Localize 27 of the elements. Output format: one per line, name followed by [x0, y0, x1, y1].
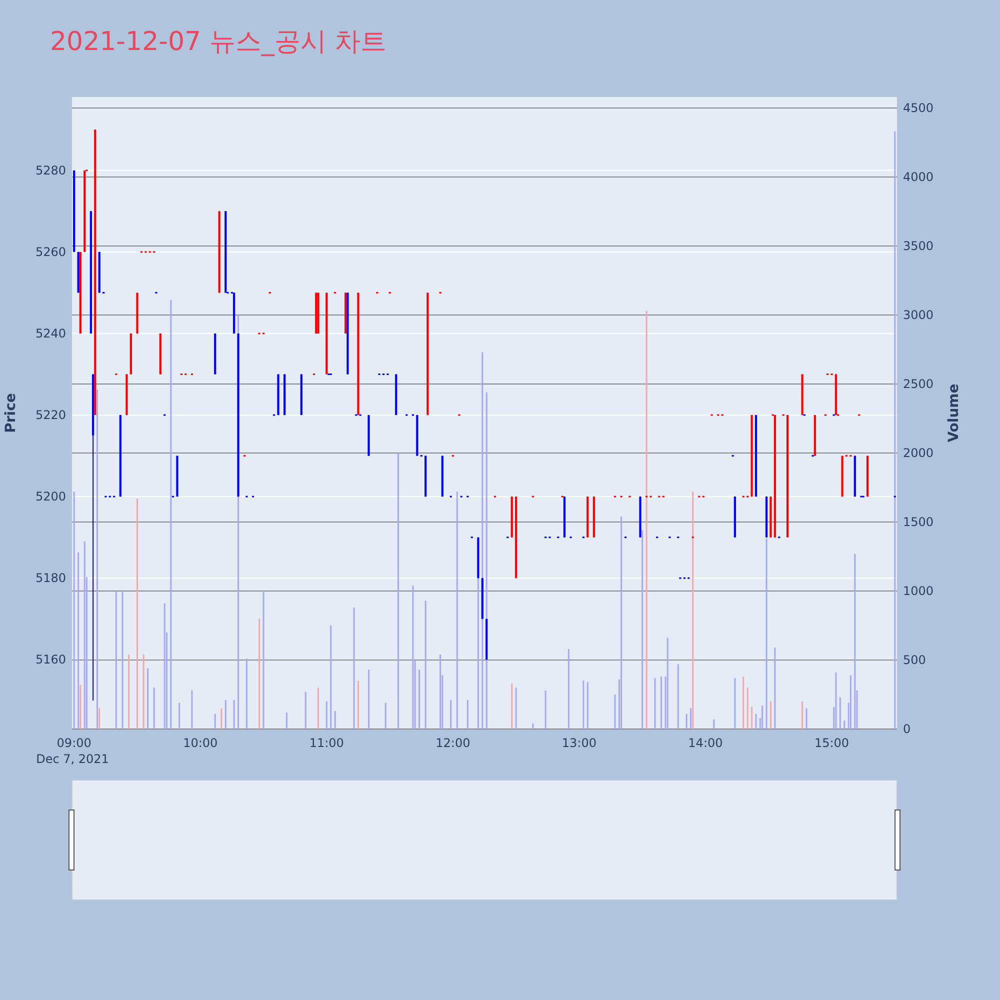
- y2-tick-label: 0: [903, 722, 911, 736]
- x-tick-label: 14:00: [688, 736, 723, 750]
- chart-title: 2021-12-07 뉴스_공시 차트: [50, 27, 387, 57]
- y-tick-label: 5180: [35, 571, 66, 586]
- y2-tick-label: 500: [903, 653, 926, 668]
- y-axis-title: Price: [3, 393, 19, 433]
- x-tick-label: 09:00 Dec 7, 2021: [36, 736, 109, 766]
- y2-tick-label: 4000: [903, 170, 934, 184]
- y2-tick-label: 3500: [903, 239, 934, 254]
- y-tick-label: 5240: [35, 326, 66, 340]
- y2-tick-label: 3000: [903, 308, 934, 322]
- y2-tick-label: 1500: [903, 515, 934, 530]
- x-tick-label: 11:00: [309, 736, 344, 750]
- y2-tick-label: 2500: [903, 377, 934, 392]
- y-tick-label: 5260: [35, 244, 66, 259]
- y-tick-label: 5160: [35, 652, 66, 667]
- y-tick-label: 5280: [35, 163, 66, 178]
- y-tick-label: 5200: [35, 490, 66, 504]
- y2-tick-label: 1000: [903, 584, 934, 598]
- y-tick-label: 5220: [35, 408, 66, 422]
- y2-axis-title: Volume: [946, 384, 962, 442]
- x-tick-label: 13:00: [562, 736, 597, 750]
- x-tick-label: 15:00: [814, 736, 850, 750]
- x-tick-label: 12:00: [436, 736, 470, 750]
- x-tick-label: 10:00: [183, 736, 218, 750]
- y2-tick-label: 4500: [903, 101, 934, 116]
- y2-tick-label: 2000: [903, 446, 934, 460]
